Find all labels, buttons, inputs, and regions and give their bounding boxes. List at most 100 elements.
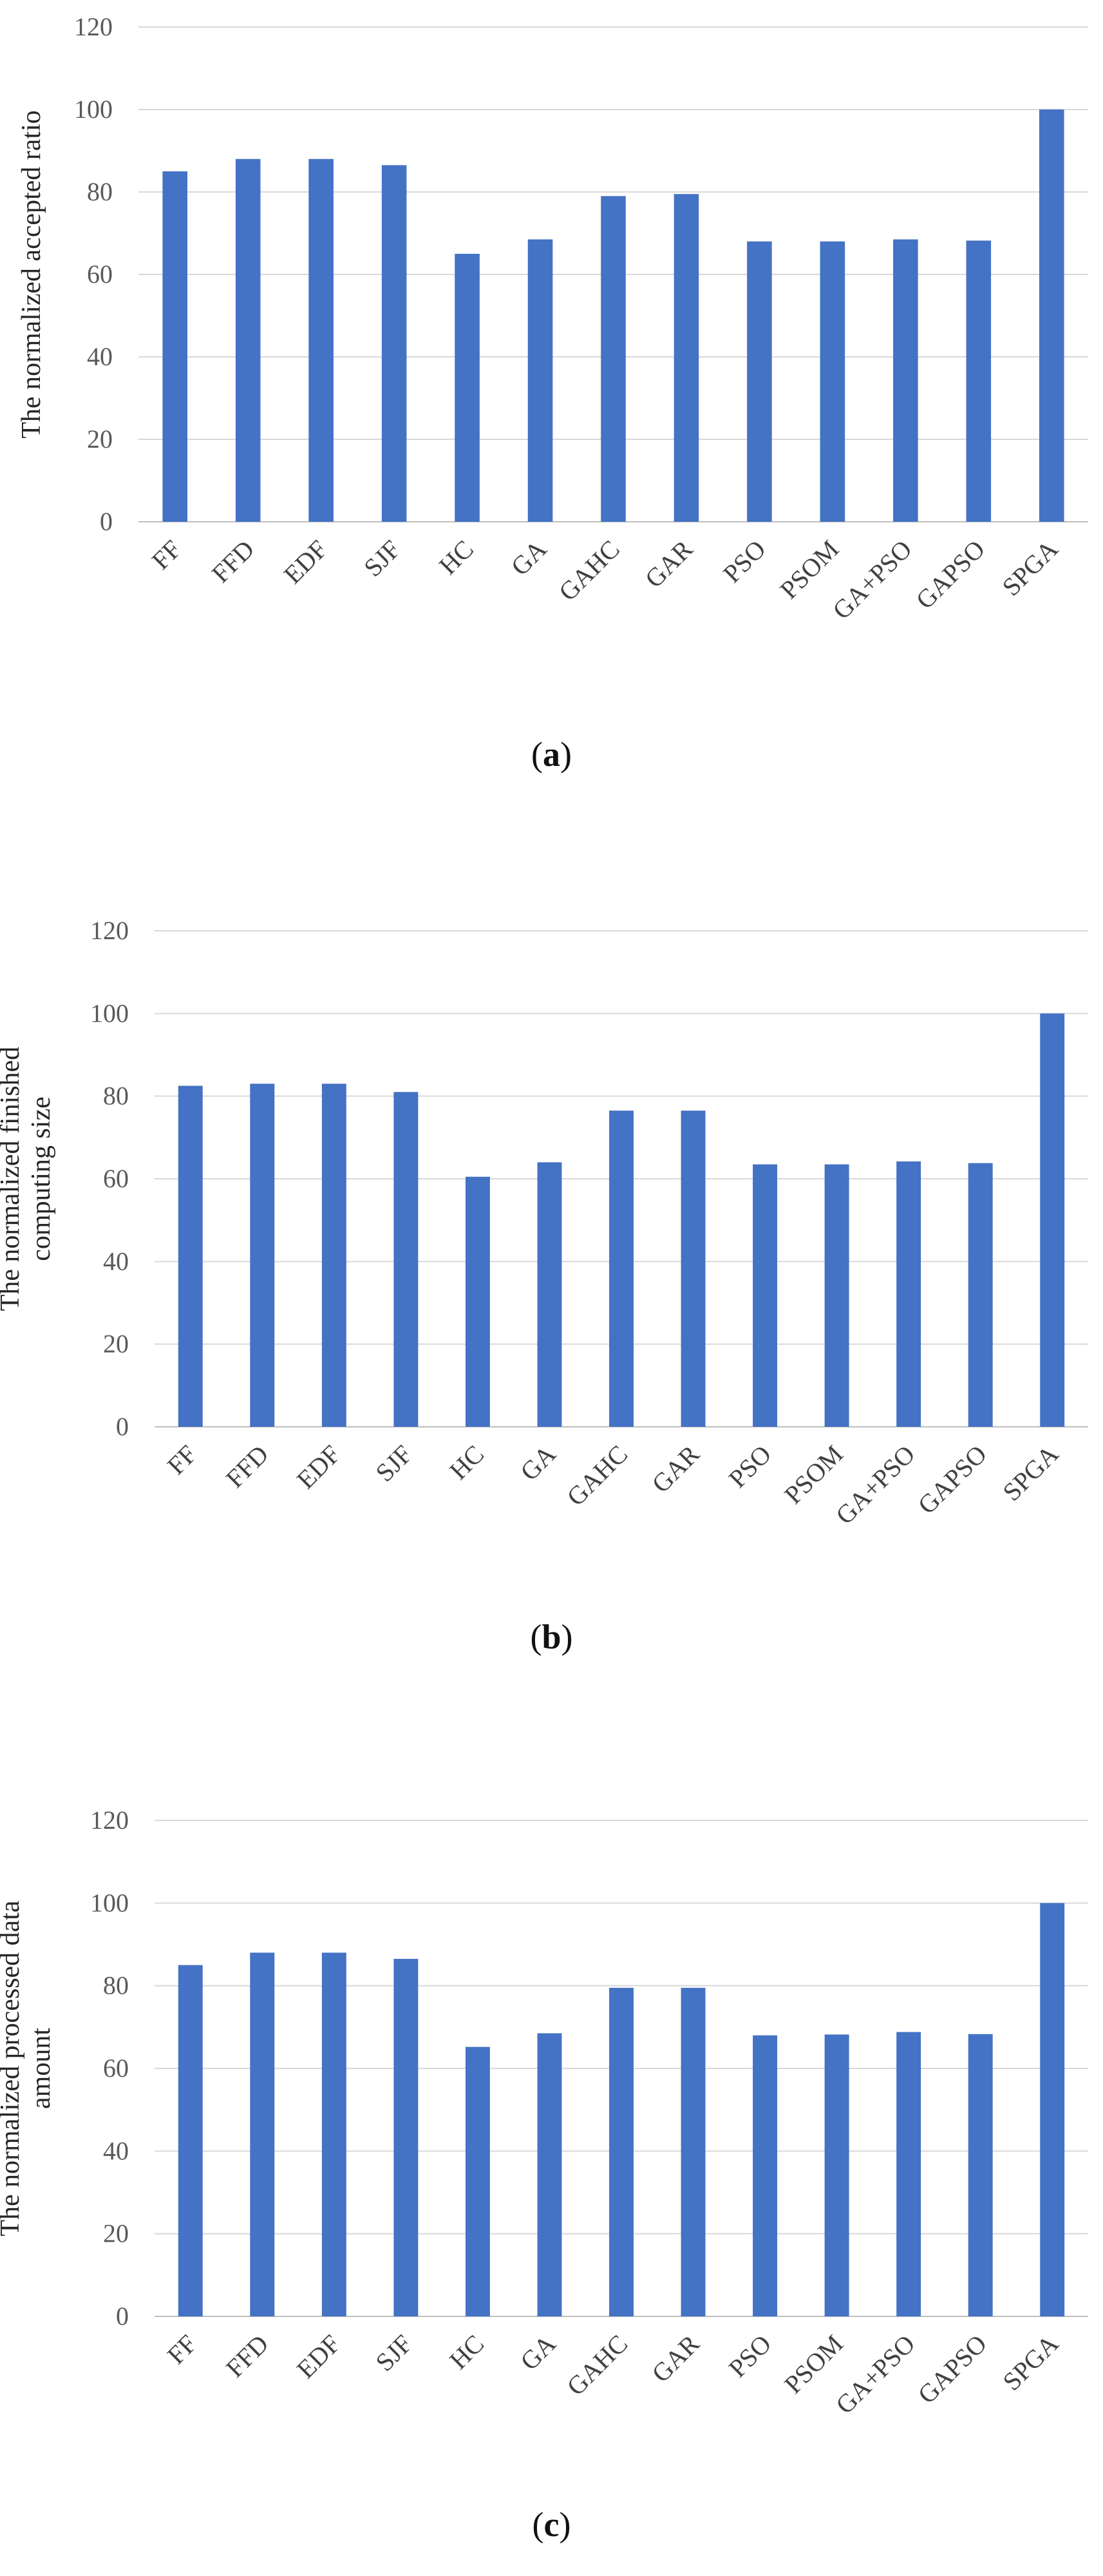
y-tick-label: 100 [90, 1888, 129, 1917]
bar-ga-pso [896, 1161, 921, 1427]
bar-ffd [235, 158, 261, 522]
x-category-label: GAHC [553, 535, 625, 607]
bar-ff [162, 171, 188, 522]
x-category-label: HC [444, 1440, 489, 1485]
bar-psom [824, 2034, 849, 2316]
x-category-label: GA [514, 2329, 561, 2376]
bar-hc [455, 254, 480, 522]
y-tick-label: 80 [87, 177, 113, 206]
bar-hc [465, 2046, 490, 2316]
bar-spga [1039, 110, 1064, 522]
bar-spga [1040, 1013, 1065, 1427]
x-category-label: GAR [646, 1439, 705, 1498]
chart-panel-c: 0 20 40 60 80 100 120 FF FFD EDF SJF HC GA GAHC GAR PSO… [0, 1688, 1103, 2576]
bar-gahc [609, 1987, 634, 2316]
x-category-label: PSOM [778, 2329, 849, 2399]
y-tick-label: 0 [116, 1412, 129, 1441]
bar-gahc [609, 1111, 634, 1427]
bar-ffd [250, 1952, 275, 2316]
x-category-label: GA+PSO [830, 1440, 921, 1531]
x-category-label: PSO [723, 2329, 777, 2383]
bar-chart-a: 0 20 40 60 80 100 120 FF FFD EDF SJF HC GA GAHC GAR PSO… [17, 12, 1088, 625]
x-category-label: FFD [206, 535, 260, 589]
bar-sjf [393, 1092, 419, 1427]
x-category-label: GA+PSO [827, 535, 918, 625]
y-tick-label: 0 [100, 507, 113, 536]
bar-gapso [968, 1163, 993, 1427]
y-tick-label: 60 [103, 1164, 129, 1193]
bar-psom [824, 1164, 849, 1427]
x-category-label: PSOM [778, 1440, 849, 1510]
x-category-label: GA [505, 534, 552, 581]
x-category-label: SPGA [997, 1439, 1064, 1506]
x-category-label: GA+PSO [830, 2329, 921, 2420]
x-category-label: FFD [220, 2329, 274, 2383]
bar-chart-c: 0 20 40 60 80 100 120 FF FFD EDF SJF HC GA GAHC GAR PSO… [0, 1806, 1088, 2420]
x-category-label: EDF [278, 535, 333, 589]
y-tick-label: 120 [74, 12, 113, 41]
x-category-label: FF [162, 2329, 202, 2370]
x-category-label: EDF [291, 2329, 346, 2384]
y-axis-title: The normalized processed dataamount [0, 1900, 56, 2237]
bar-ffd [250, 1083, 275, 1427]
bar-chart-b: 0 20 40 60 80 100 120 FF FFD EDF SJF HC GA GAHC GAR PSO… [0, 916, 1088, 1531]
x-category-label: HC [433, 535, 479, 580]
y-tick-label: 40 [103, 2136, 129, 2165]
y-tick-label: 100 [90, 998, 129, 1027]
bar-spga [1040, 1903, 1065, 2316]
bar-pso [747, 241, 772, 522]
bar-ga-pso [896, 2032, 921, 2316]
bar-edf [321, 1083, 346, 1427]
y-tick-label: 40 [87, 342, 113, 371]
bar-psom [820, 241, 845, 522]
bar-ff [178, 1965, 203, 2316]
caption-a: (a) [531, 735, 572, 774]
x-category-label: GAR [639, 534, 699, 593]
y-tick-label: 120 [90, 1806, 129, 1835]
y-tick-label: 60 [87, 260, 113, 289]
y-axis-title: The normalized finishedcomputing size [0, 1047, 56, 1312]
x-category-label: HC [444, 2329, 489, 2375]
bar-hc [465, 1176, 490, 1427]
bar-sjf [381, 165, 407, 522]
x-category-label: PSO [717, 535, 771, 589]
x-category-label: SJF [370, 1440, 417, 1487]
x-category-label: EDF [291, 1440, 346, 1494]
x-category-label: SJF [358, 535, 406, 582]
y-tick-label: 0 [116, 2302, 129, 2331]
y-tick-label: 80 [103, 1082, 129, 1111]
bar-ga [537, 2033, 562, 2316]
bar-gapso [966, 240, 992, 522]
x-category-label: GAR [646, 2329, 705, 2388]
bar-ga [527, 239, 553, 522]
bar-gar [681, 1987, 706, 2316]
x-category-label: GAHC [561, 2329, 633, 2401]
y-tick-label: 80 [103, 1971, 129, 2000]
x-category-label: SPGA [997, 2329, 1064, 2396]
x-category-label: FF [162, 1440, 202, 1480]
chart-panel-a: 0 20 40 60 80 100 120 FF FFD EDF SJF HC GA GAHC GAR PSO… [0, 0, 1103, 837]
bar-gapso [968, 2034, 993, 2316]
y-tick-label: 20 [103, 1330, 129, 1359]
y-tick-label: 20 [103, 2219, 129, 2248]
bar-edf [321, 1952, 346, 2316]
bar-pso [753, 1164, 778, 1427]
y-axis-title: The normalized accepted ratio [17, 110, 46, 439]
x-category-label: GAPSO [912, 1440, 992, 1520]
y-tick-label: 40 [103, 1246, 129, 1275]
x-category-label: SJF [370, 2329, 417, 2377]
x-category-label: GAPSO [912, 2329, 992, 2410]
chart-panel-b: 0 20 40 60 80 100 120 FF FFD EDF SJF HC GA GAHC GAR PSO… [0, 837, 1103, 1688]
bar-edf [308, 158, 334, 522]
y-tick-label: 60 [103, 2054, 129, 2083]
caption-c: (c) [532, 2505, 571, 2544]
y-tick-label: 100 [74, 95, 113, 124]
bar-ff [178, 1085, 203, 1427]
bar-gar [681, 1111, 706, 1427]
bar-pso [753, 2035, 778, 2316]
x-category-label: GA [514, 1439, 561, 1486]
x-category-label: SPGA [997, 534, 1064, 601]
bar-sjf [393, 1958, 419, 2316]
bar-gahc [601, 196, 626, 522]
x-category-label: FFD [220, 1440, 274, 1494]
